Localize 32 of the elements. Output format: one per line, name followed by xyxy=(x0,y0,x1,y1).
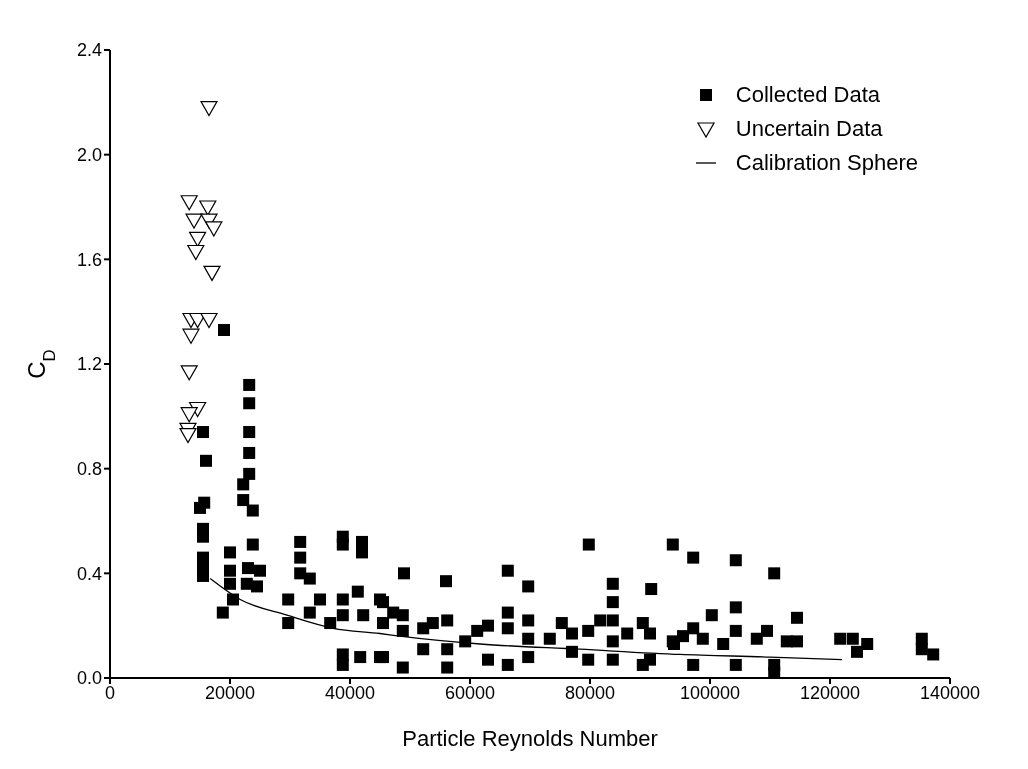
y-tick-label: 0.8 xyxy=(76,459,102,480)
legend-label: Calibration Sphere xyxy=(735,149,918,177)
point xyxy=(200,100,218,117)
point xyxy=(180,407,198,423)
point xyxy=(180,195,198,211)
point xyxy=(199,200,217,216)
y-tick-label: 2.0 xyxy=(76,145,102,166)
point xyxy=(205,221,223,237)
y-tick-label: 0.4 xyxy=(76,563,102,584)
y-tick-label: 1.6 xyxy=(76,249,102,270)
point xyxy=(187,244,205,261)
x-tick-label: 0 xyxy=(104,682,116,703)
x-tick-label: 120000 xyxy=(799,682,861,703)
y-tick-label: 0.0 xyxy=(76,668,102,689)
point xyxy=(200,312,218,329)
point xyxy=(203,265,221,282)
x-axis-title: Particle Reynolds Number xyxy=(402,726,658,751)
y-tick-label: 2.4 xyxy=(76,40,102,61)
legend-label: Uncertain Data xyxy=(735,115,883,143)
x-tick-label: 60000 xyxy=(444,682,496,703)
x-tick-label: 140000 xyxy=(919,682,981,703)
point xyxy=(180,365,198,381)
x-tick-label: 20000 xyxy=(204,682,256,703)
point xyxy=(185,213,203,229)
y-tick-label: 1.2 xyxy=(76,354,102,375)
x-tick-label: 40000 xyxy=(324,682,376,703)
point xyxy=(189,231,207,247)
point xyxy=(182,328,200,344)
x-tick-label: 100000 xyxy=(679,682,741,703)
point xyxy=(179,428,197,444)
legend-label: Collected Data xyxy=(735,81,881,109)
x-tick-label: 80000 xyxy=(564,682,616,703)
